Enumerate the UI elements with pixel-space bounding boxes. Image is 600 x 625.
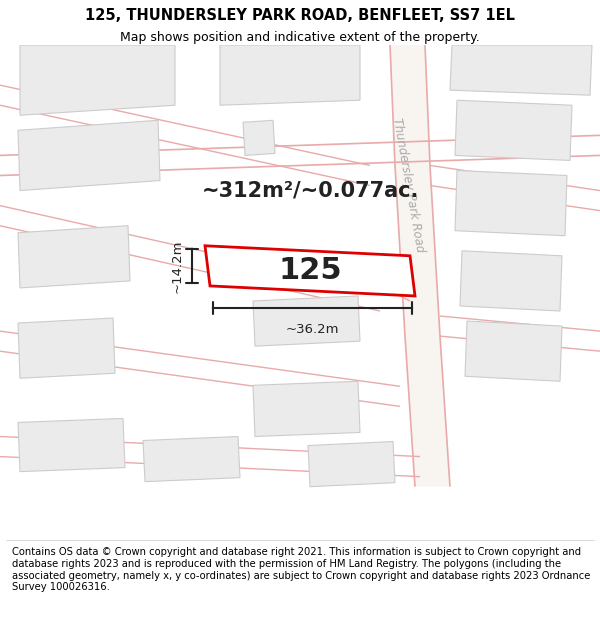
Text: ~36.2m: ~36.2m — [286, 323, 339, 336]
Polygon shape — [143, 436, 240, 482]
Polygon shape — [18, 418, 125, 472]
Polygon shape — [455, 171, 567, 236]
Polygon shape — [308, 441, 395, 487]
Polygon shape — [18, 120, 160, 191]
Polygon shape — [450, 45, 592, 95]
Polygon shape — [253, 296, 360, 346]
Polygon shape — [205, 246, 415, 296]
Text: ~312m²/~0.077ac.: ~312m²/~0.077ac. — [202, 181, 419, 201]
Polygon shape — [253, 381, 360, 436]
Polygon shape — [18, 318, 115, 378]
Polygon shape — [220, 45, 360, 105]
Polygon shape — [390, 45, 450, 487]
Polygon shape — [455, 100, 572, 161]
Polygon shape — [20, 45, 175, 115]
Text: ~14.2m: ~14.2m — [171, 239, 184, 292]
Polygon shape — [465, 321, 562, 381]
Text: Contains OS data © Crown copyright and database right 2021. This information is : Contains OS data © Crown copyright and d… — [12, 548, 590, 592]
Text: Map shows position and indicative extent of the property.: Map shows position and indicative extent… — [120, 31, 480, 44]
Text: 125, THUNDERSLEY PARK ROAD, BENFLEET, SS7 1EL: 125, THUNDERSLEY PARK ROAD, BENFLEET, SS… — [85, 8, 515, 23]
Polygon shape — [243, 120, 275, 156]
Text: Thundersley Park Road: Thundersley Park Road — [390, 118, 426, 254]
Polygon shape — [460, 251, 562, 311]
Text: 125: 125 — [278, 256, 342, 286]
Polygon shape — [18, 226, 130, 288]
